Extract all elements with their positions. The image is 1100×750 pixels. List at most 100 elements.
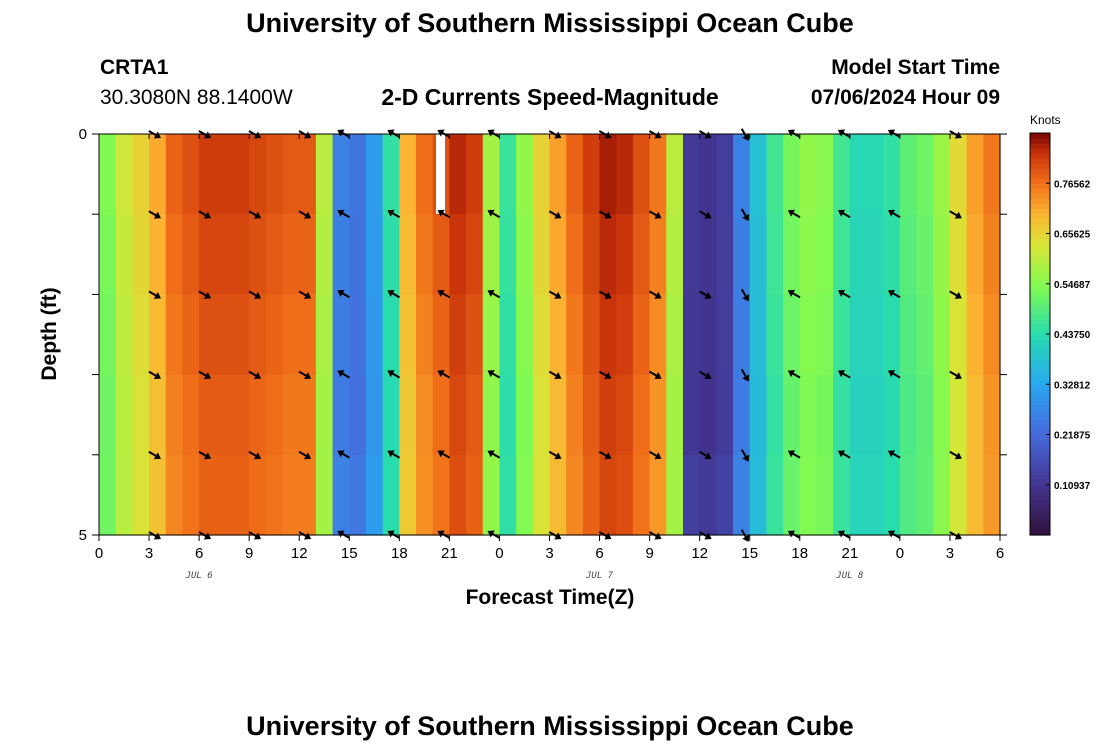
- heatmap-cell: [399, 214, 417, 295]
- current-arrow-head: [704, 532, 712, 540]
- heatmap-cell: [382, 294, 400, 376]
- current-arrow-head: [153, 291, 161, 299]
- current-arrow: [698, 130, 712, 139]
- current-arrow-head: [203, 452, 212, 460]
- x-tick-label: 15: [341, 545, 358, 562]
- current-arrow-head: [704, 211, 712, 219]
- heatmap-cell: [466, 214, 484, 295]
- colorbar-segment: [1030, 308, 1050, 315]
- heatmap-cell: [566, 134, 584, 215]
- current-arrow-head: [303, 532, 312, 540]
- current-arrow: [548, 370, 562, 380]
- heatmap-cell: [516, 374, 534, 456]
- current-arrow-head: [253, 372, 262, 380]
- heatmap-cell: [532, 374, 551, 456]
- heatmap-cell: [499, 214, 517, 295]
- colorbar-segment: [1030, 138, 1050, 144]
- colorbar-segment: [1030, 158, 1050, 164]
- heatmap-cell: [315, 454, 334, 536]
- colorbar-segment: [1030, 283, 1050, 290]
- heatmap-cell: [883, 214, 901, 295]
- current-arrow-head: [554, 372, 562, 380]
- current-arrow: [787, 370, 801, 379]
- colorbar-segment: [1030, 364, 1050, 370]
- current-arrow: [198, 210, 212, 219]
- colorbar-tick-label: 0.43750: [1054, 330, 1091, 341]
- current-arrow: [437, 289, 451, 299]
- current-arrow-head: [887, 289, 896, 297]
- heatmap-cell: [666, 214, 684, 295]
- heatmap-cell: [516, 214, 534, 295]
- heatmap-cell: [699, 454, 717, 536]
- heatmap-cell: [199, 374, 217, 456]
- current-arrow-head: [742, 213, 750, 222]
- heatmap-cell: [966, 374, 984, 456]
- current-arrow-head: [787, 530, 796, 538]
- heatmap-cell: [332, 134, 350, 215]
- current-arrow: [787, 209, 801, 219]
- colorbar-segment: [1030, 213, 1050, 220]
- heatmap-cell: [315, 214, 334, 295]
- current-arrow-head: [742, 374, 750, 382]
- current-arrow: [598, 290, 612, 299]
- colorbar-segment: [1030, 233, 1050, 240]
- heatmap-cell: [516, 294, 534, 376]
- current-arrow: [198, 130, 212, 139]
- heatmap-cell: [682, 374, 701, 456]
- current-arrow-head: [787, 450, 796, 458]
- current-arrow: [598, 210, 612, 219]
- current-arrow-head: [954, 372, 962, 380]
- heatmap-cell: [699, 134, 717, 215]
- heatmap-cell: [949, 454, 968, 536]
- heatmap-cell: [349, 214, 367, 295]
- current-arrow: [887, 129, 901, 138]
- heatmap-cell: [132, 214, 150, 295]
- colorbar-segment: [1030, 293, 1050, 300]
- x-tick-label: 18: [391, 545, 408, 562]
- colorbar-segment: [1030, 529, 1050, 536]
- heatmap-cell: [966, 134, 984, 215]
- current-arrow-head: [837, 450, 846, 458]
- heatmap-cell: [899, 454, 918, 536]
- x-tick-label: 9: [245, 545, 253, 562]
- current-arrow: [740, 529, 750, 542]
- colorbar-segment: [1030, 218, 1050, 225]
- heatmap-cell: [883, 454, 901, 536]
- current-arrow: [148, 210, 161, 219]
- heatmap-cell: [215, 134, 234, 215]
- current-arrow-head: [337, 370, 345, 378]
- current-arrow: [548, 210, 562, 219]
- heatmap-cell: [582, 134, 601, 215]
- colorbar-segment: [1030, 469, 1050, 476]
- current-arrow: [698, 370, 712, 380]
- heatmap-cell: [866, 214, 884, 295]
- heatmap-cell: [766, 134, 784, 215]
- heatmap-cell: [282, 374, 300, 456]
- current-arrow-head: [253, 452, 262, 460]
- current-arrow-head: [742, 294, 750, 302]
- heatmap-cell: [549, 294, 567, 376]
- current-arrow: [248, 290, 262, 299]
- current-arrow: [648, 531, 662, 540]
- heatmap-cell: [215, 294, 234, 376]
- current-arrow-head: [654, 452, 662, 460]
- heatmap-cell: [682, 454, 701, 536]
- current-arrow-head: [604, 211, 612, 219]
- heatmap-cell: [115, 214, 133, 295]
- heatmap-cell: [716, 134, 734, 215]
- heatmap-cell: [249, 294, 267, 376]
- heatmap-cell: [699, 374, 717, 456]
- heatmap-cell: [649, 454, 667, 536]
- heatmap-cell: [232, 454, 250, 536]
- current-arrow-head: [704, 131, 712, 139]
- current-arrow: [648, 210, 662, 219]
- heatmap-cell: [399, 134, 417, 215]
- current-arrow-head: [203, 372, 212, 380]
- heatmap-cell: [649, 214, 667, 295]
- heatmap-cell: [966, 454, 984, 536]
- heatmap-cell: [916, 134, 934, 215]
- heatmap-cell: [549, 454, 567, 536]
- current-arrow: [198, 290, 212, 299]
- current-arrow: [887, 209, 901, 219]
- current-arrow: [598, 531, 612, 540]
